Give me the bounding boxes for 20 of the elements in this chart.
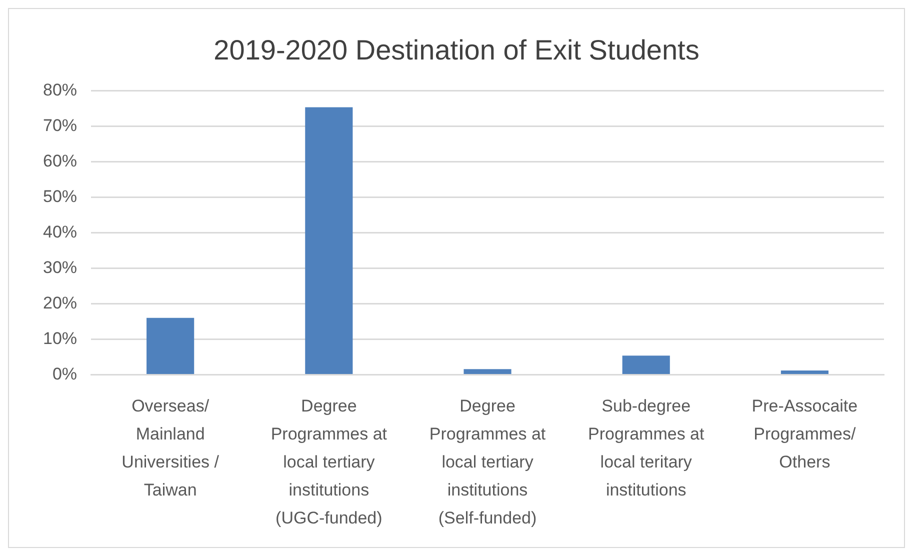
chart-title: 2019-2020 Destination of Exit Students	[214, 34, 700, 66]
y-tick-label: 60%	[42, 151, 78, 170]
x-tick-label: Pre-Assocaite Programmes/ Others	[752, 396, 858, 472]
x-tick-label: Degree Programmes at local tertiary institutions (Self-funded)	[429, 396, 546, 528]
bar	[780, 370, 828, 374]
y-tick-label: 30%	[42, 258, 78, 277]
bar	[464, 369, 512, 374]
bar	[146, 318, 194, 374]
y-tick-label: 50%	[42, 186, 78, 206]
y-tick-label: 40%	[42, 222, 78, 242]
y-tick-label: 80%	[42, 80, 78, 100]
x-tick-label: Sub-degree Programmes at local teritary institutions	[588, 396, 704, 500]
bar	[305, 107, 353, 374]
y-tick-label: 10%	[42, 328, 78, 348]
x-tick-label: Overseas/ Mainland Universities / Taiwan	[122, 396, 220, 500]
y-tick-label: 70%	[42, 116, 78, 135]
bar	[622, 356, 670, 374]
x-tick-label: Degree Programmes at local tertiary institutions (UGC-funded)	[270, 396, 388, 528]
y-tick-label: 20%	[42, 293, 78, 312]
y-tick-label: 0%	[52, 364, 78, 384]
